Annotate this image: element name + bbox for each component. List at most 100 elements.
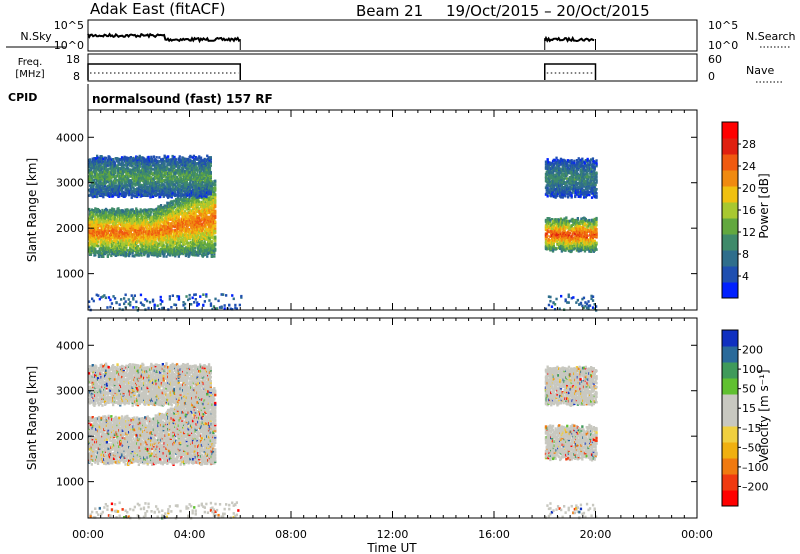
range-cell (151, 246, 154, 250)
range-cell (124, 248, 127, 251)
range-cell (144, 240, 148, 243)
range-cell (99, 211, 102, 214)
range-cell (185, 239, 188, 242)
range-cell (183, 248, 187, 251)
range-cell (163, 162, 166, 166)
range-cell (180, 225, 183, 229)
range-cell (113, 237, 117, 241)
range-cell (140, 213, 143, 216)
range-cell (106, 230, 109, 234)
range-cell (176, 222, 180, 225)
range-cell (94, 207, 97, 210)
range-cell (170, 224, 173, 228)
cpid-label: CPID (8, 91, 37, 104)
range-cell (94, 248, 97, 251)
range-cell (174, 204, 177, 207)
range-cell (152, 155, 156, 158)
range-cell (134, 244, 137, 247)
range-cell (88, 215, 92, 218)
range-cell (100, 218, 103, 222)
freq-trace (87, 63, 597, 80)
range-cell (102, 213, 105, 216)
range-cell (176, 227, 180, 230)
range-cell (115, 230, 118, 234)
freq-unit: [MHz] (15, 69, 44, 80)
power-cells (88, 154, 598, 312)
range-cell (163, 233, 166, 236)
range-cell (104, 218, 107, 222)
cpid-text: normalsound (fast) 157 RF (92, 92, 273, 106)
range-cell (142, 239, 145, 242)
range-cell (167, 207, 171, 210)
range-cell (169, 232, 172, 235)
range-cell (92, 237, 95, 241)
range-cell (110, 254, 113, 258)
range-cell (100, 238, 103, 242)
range-cell (136, 226, 140, 229)
range-cell (137, 224, 140, 227)
range-cell (161, 218, 164, 222)
range-cell (165, 222, 168, 226)
range-cell (171, 208, 174, 212)
range-cell (184, 228, 188, 232)
range-cell (120, 250, 123, 254)
range-cell (172, 207, 175, 210)
range-cell (129, 223, 132, 227)
range-cell (146, 211, 149, 214)
range-cell (159, 223, 162, 226)
range-cell (97, 255, 101, 258)
range-cell (151, 227, 154, 231)
range-cell (113, 236, 117, 239)
range-cell (182, 222, 185, 226)
range-cell (143, 227, 146, 231)
range-cell (99, 242, 102, 246)
range-cell (135, 207, 138, 210)
range-cell (125, 235, 128, 238)
range-cell (214, 224, 217, 228)
range-cell (117, 207, 120, 210)
freq-tick-bottom: 8 (73, 70, 80, 83)
range-cell (172, 243, 175, 247)
range-cell (103, 220, 106, 224)
range-cell (154, 220, 157, 224)
range-cell (129, 229, 132, 232)
range-cell (120, 220, 123, 224)
range-cell (113, 168, 117, 172)
range-cell (175, 229, 179, 233)
range-cell (132, 209, 135, 213)
range-cell (156, 241, 159, 245)
range-cell (113, 217, 117, 220)
range-cell (182, 234, 185, 238)
range-cell (111, 207, 114, 210)
range-cell (158, 233, 161, 236)
range-cell (167, 155, 170, 158)
range-cell (166, 213, 169, 217)
nsky-line (543, 35, 595, 43)
range-cell (214, 247, 217, 251)
range-cell (151, 233, 154, 236)
range-cell (90, 213, 93, 217)
nsky-tick-top: 10^5 (54, 19, 84, 32)
range-cell (131, 222, 134, 225)
range-cell (182, 217, 185, 220)
range-cell (107, 243, 110, 247)
range-cell (88, 212, 92, 216)
range-cell (125, 246, 128, 249)
range-cell (186, 245, 189, 249)
range-cell (106, 228, 109, 231)
range-cell (147, 253, 150, 256)
range-cell (98, 228, 101, 232)
range-cell (144, 241, 148, 245)
range-cell (116, 236, 119, 239)
range-cell (149, 218, 152, 222)
range-cell (162, 244, 165, 247)
range-cell (124, 230, 127, 233)
range-cell (176, 207, 180, 210)
range-cell (159, 212, 162, 215)
range-cell (151, 244, 154, 247)
range-cell (178, 241, 181, 245)
range-cell (120, 214, 123, 217)
range-cell (116, 225, 119, 228)
range-cell (131, 220, 134, 224)
